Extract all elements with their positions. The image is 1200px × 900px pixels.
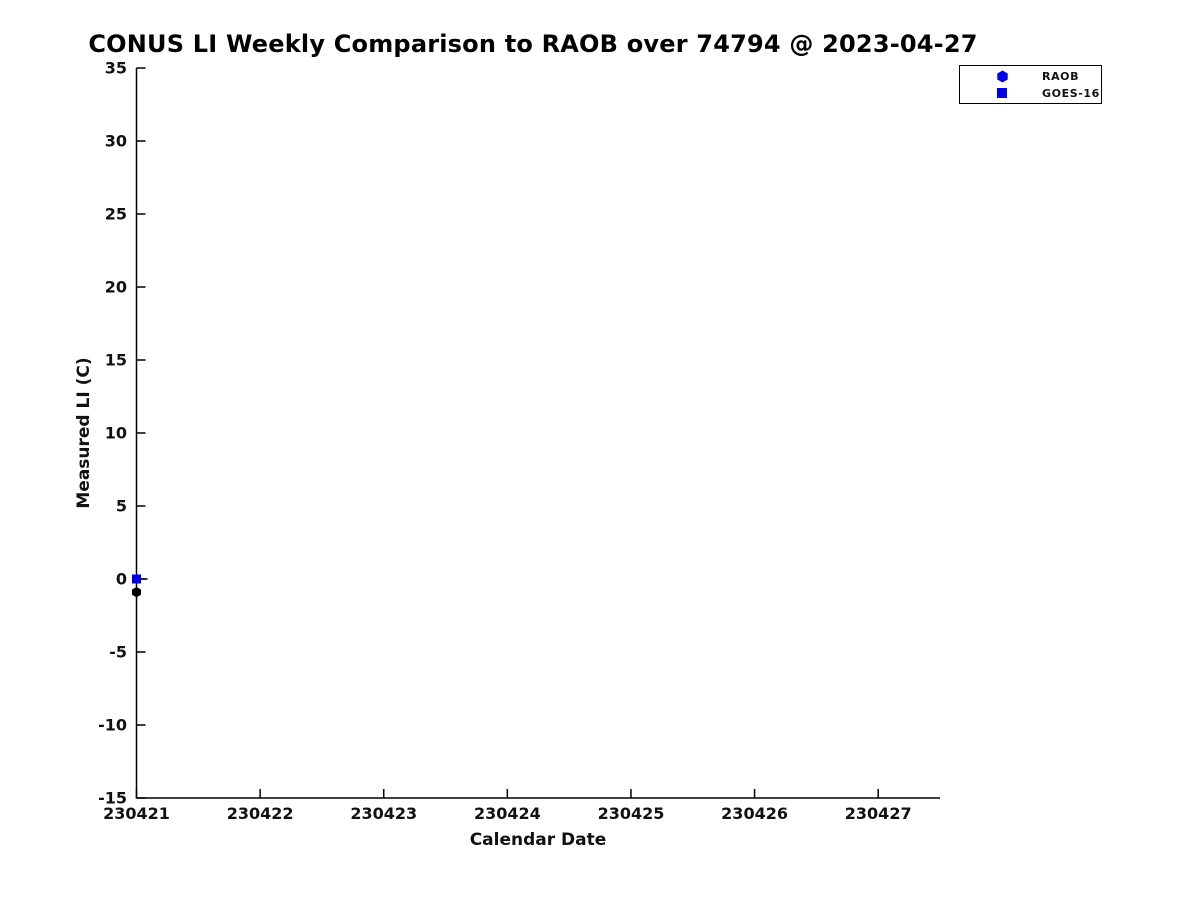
x-tick-label: 230425	[598, 804, 665, 823]
x-tick-label: 230422	[227, 804, 294, 823]
y-tick-label: -15	[98, 789, 127, 808]
x-tick-label: 230426	[721, 804, 788, 823]
x-tick-label: 230427	[845, 804, 912, 823]
y-axis-label: Measured LI (C)	[74, 357, 94, 509]
legend-label: GOES-16	[1042, 86, 1100, 100]
y-tick-label: 35	[105, 59, 127, 78]
legend-item-goes-16: GOES-16	[960, 86, 1101, 101]
series-raob	[131, 586, 142, 598]
x-tick-label: 230424	[474, 804, 541, 823]
square-icon	[984, 87, 1020, 99]
y-tick-label: 5	[116, 497, 127, 516]
series-goes-16	[132, 574, 148, 584]
y-tick-label: 25	[105, 205, 127, 224]
x-tick-label: 230423	[350, 804, 417, 823]
hexagon-icon	[984, 70, 1020, 83]
y-tick-label: 30	[105, 132, 127, 151]
legend-label: RAOB	[1042, 69, 1080, 83]
legend-item-raob: RAOB	[960, 69, 1101, 84]
legend-box: RAOB GOES-16	[959, 65, 1102, 104]
x-tick-label: 230421	[103, 804, 170, 823]
y-tick-label: 15	[105, 351, 127, 370]
data-point-goes-16	[132, 574, 141, 584]
y-tick-label: 10	[105, 424, 127, 443]
x-axis-label: Calendar Date	[469, 830, 607, 850]
chart-title: CONUS LI Weekly Comparison to RAOB over …	[88, 30, 978, 58]
y-tick-label: 20	[105, 278, 127, 297]
data-point-raob	[131, 586, 142, 598]
y-tick-label: -10	[98, 716, 127, 735]
y-tick-label: -5	[109, 643, 127, 662]
axes-spines	[135, 68, 940, 799]
y-tick-label: 0	[116, 570, 127, 589]
